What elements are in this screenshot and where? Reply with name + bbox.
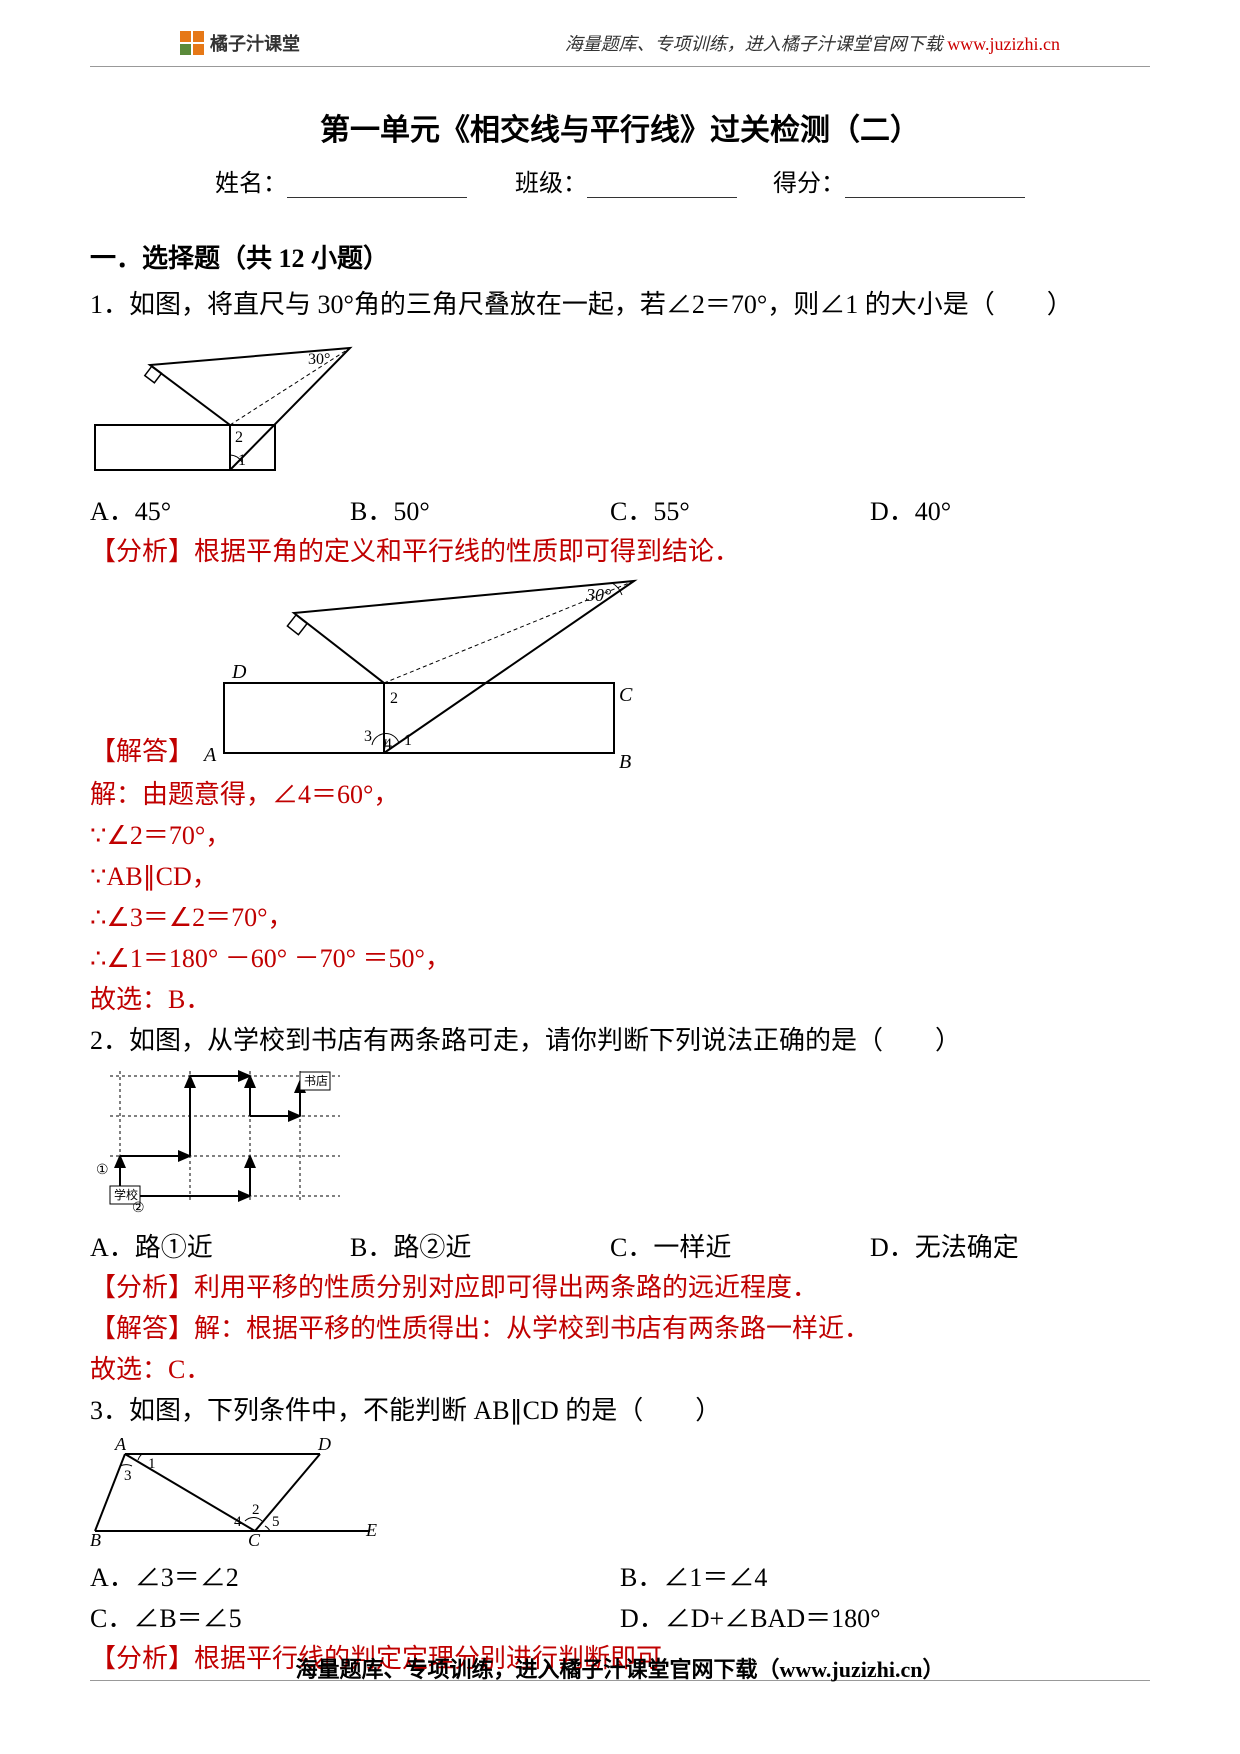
label-B3: B	[90, 1530, 101, 1546]
q1-s4: ∴∠3＝∠2＝70°，	[90, 898, 1150, 937]
q2-answer: 【解答】解：根据平移的性质得出：从学校到书店有两条路一样近．	[90, 1309, 1150, 1348]
logo-block: 橘子汁课堂	[180, 30, 300, 56]
q1-answer-label: 【解答】	[90, 732, 194, 771]
q2-opt-b[interactable]: B．路②近	[350, 1227, 610, 1264]
logo-text: 橘子汁课堂	[210, 30, 300, 56]
q1-s3: ∵AB∥CD，	[90, 857, 1150, 896]
label-A3: A	[114, 1436, 127, 1454]
school-label: 学校	[114, 1187, 138, 1202]
q2-opt-d[interactable]: D．无法确定	[870, 1227, 1130, 1264]
triangle-ruler-figure: 30° 2 1	[90, 330, 370, 480]
info-line: 姓名： 班级： 得分：	[90, 163, 1150, 198]
name-blank[interactable]	[287, 174, 467, 198]
q3-options-row2: C．∠B＝∠5 D．∠D+∠BAD＝180°	[90, 1598, 1150, 1635]
q1-opt-a[interactable]: A．45°	[90, 491, 350, 528]
q3-opt-d[interactable]: D．∠D+∠BAD＝180°	[620, 1598, 1150, 1635]
q2-analysis: 【分析】利用平移的性质分别对应即可得出两条路的远近程度．	[90, 1268, 1150, 1307]
section-1-heading: 一．选择题（共 12 小题）	[90, 238, 1150, 275]
q1-s1: 解：由题意得，∠4＝60°，	[90, 775, 1150, 814]
q1-opt-c[interactable]: C．55°	[610, 491, 870, 528]
q2-opt-c[interactable]: C．一样近	[610, 1227, 870, 1264]
angle-30-label: 30°	[308, 351, 330, 368]
logo-icon	[180, 31, 204, 55]
angle2-fig2: 2	[390, 690, 398, 707]
label-C3: C	[248, 1530, 261, 1546]
label-D3: D	[317, 1436, 331, 1454]
q1-figure-1: 30° 2 1	[90, 330, 1150, 485]
q2-options: A．路①近 B．路②近 C．一样近 D．无法确定	[90, 1227, 1150, 1264]
q1-s2: ∵∠2＝70°，	[90, 816, 1150, 855]
q1-options: A．45° B．50° C．55° D．40°	[90, 491, 1150, 528]
label-A: A	[202, 744, 217, 766]
path1-label: ①	[96, 1163, 109, 1178]
content-area: 第一单元《相交线与平行线》过关检测（二） 姓名： 班级： 得分： 一．选择题（共…	[0, 67, 1240, 1678]
q2-opt-a[interactable]: A．路①近	[90, 1227, 350, 1264]
q1-text: 1．如图，将直尺与 30°角的三角尺叠放在一起，若∠2＝70°，则∠1 的大小是…	[90, 285, 1150, 324]
a1: 1	[148, 1456, 156, 1472]
angle-2-label: 2	[235, 429, 243, 446]
label-E3: E	[365, 1520, 377, 1540]
page-header: 橘子汁课堂 海量题库、专项训练，进入橘子汁课堂官网下载 www.juzizhi.…	[90, 0, 1150, 67]
bookstore-label: 书店	[304, 1074, 328, 1088]
path2-label: ②	[132, 1201, 145, 1216]
q2-s1: 故选：C．	[90, 1350, 1150, 1389]
score-blank[interactable]	[845, 174, 1025, 198]
a5: 5	[272, 1514, 280, 1530]
q1-s5: ∴∠1＝180° －60° －70° ＝50°，	[90, 939, 1150, 978]
a2: 2	[252, 1502, 260, 1518]
angle1-fig2: 1	[404, 732, 412, 749]
label-B: B	[619, 751, 631, 773]
angle3-fig2: 3	[364, 728, 372, 745]
slogan-text: 海量题库、专项训练，进入橘子汁课堂官网下载	[565, 34, 948, 54]
label-C: C	[619, 684, 633, 706]
q2-figure: 学校 书店 ① ②	[90, 1066, 1150, 1221]
a4: 4	[234, 1514, 242, 1530]
angle-30-label-2: 30°	[585, 585, 611, 605]
page-title: 第一单元《相交线与平行线》过关检测（二）	[90, 105, 1150, 149]
class-label: 班级：	[515, 171, 587, 197]
q3-text: 3．如图，下列条件中，不能判断 AB∥CD 的是（ ）	[90, 1391, 1150, 1430]
q1-figure-2: 30° D C A B 2 3 4 1	[194, 573, 654, 773]
q3-opt-a[interactable]: A．∠3＝∠2	[90, 1557, 620, 1594]
parallel-lines-figure: A D B C E 1 3 2 4 5	[90, 1436, 390, 1546]
q1-analysis: 【分析】根据平角的定义和平行线的性质即可得到结论．	[90, 532, 1150, 571]
name-label: 姓名：	[215, 171, 287, 197]
angle-1-label: 1	[238, 452, 246, 469]
q3-figure: A D B C E 1 3 2 4 5	[90, 1436, 1150, 1551]
score-label: 得分：	[773, 171, 845, 197]
header-slogan: 海量题库、专项训练，进入橘子汁课堂官网下载 www.juzizhi.cn	[565, 30, 1060, 56]
a3: 3	[124, 1468, 132, 1484]
q1-opt-b[interactable]: B．50°	[350, 491, 610, 528]
q3-opt-c[interactable]: C．∠B＝∠5	[90, 1598, 620, 1635]
page-footer: 海量题库、专项训练，进入橘子汁课堂官网下载（www.juzizhi.cn）	[0, 1652, 1240, 1684]
header-url: www.juzizhi.cn	[947, 34, 1060, 54]
q3-options-row1: A．∠3＝∠2 B．∠1＝∠4	[90, 1557, 1150, 1594]
q2-text: 2．如图，从学校到书店有两条路可走，请你判断下列说法正确的是（ ）	[90, 1021, 1150, 1060]
school-bookstore-figure: 学校 书店 ① ②	[90, 1066, 350, 1216]
label-D: D	[231, 661, 247, 683]
q1-opt-d[interactable]: D．40°	[870, 491, 1130, 528]
class-blank[interactable]	[587, 174, 737, 198]
q3-opt-b[interactable]: B．∠1＝∠4	[620, 1557, 1150, 1594]
q1-s6: 故选：B．	[90, 980, 1150, 1019]
